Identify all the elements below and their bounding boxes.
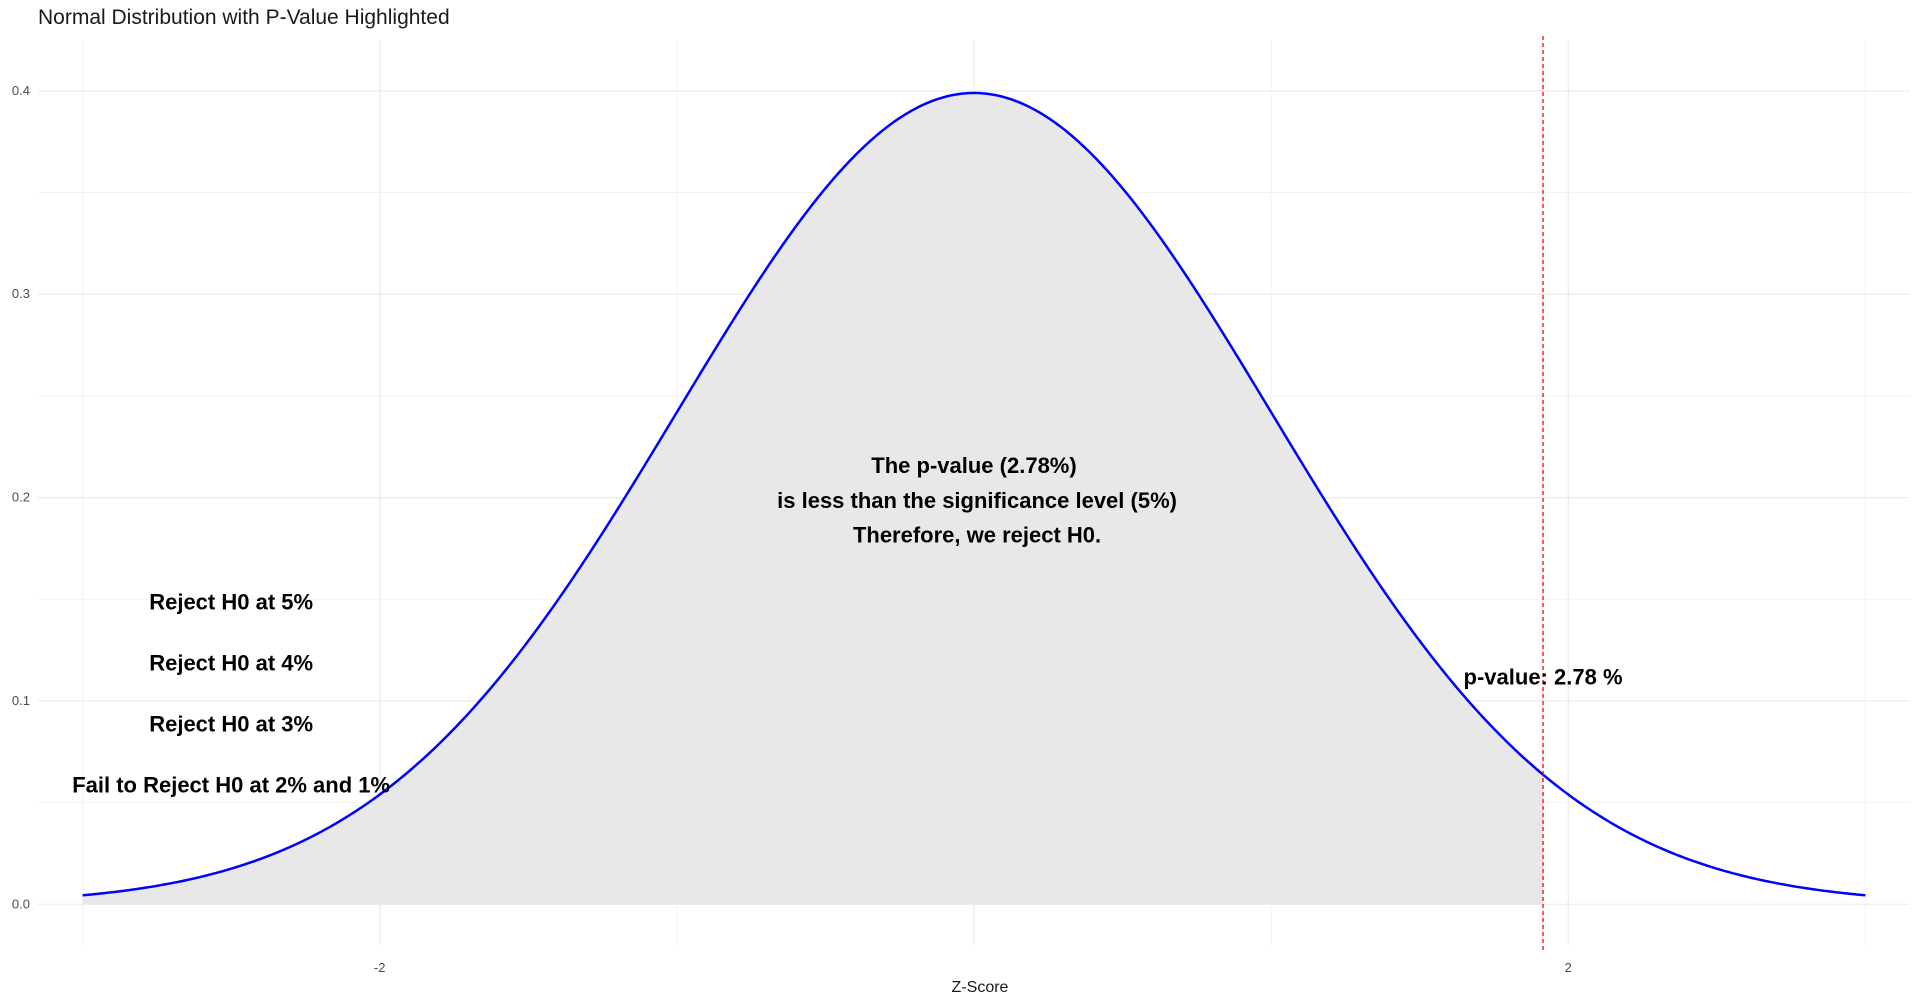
annotation-text: The p-value (2.78%) <box>871 453 1076 478</box>
chart-title: Normal Distribution with P-Value Highlig… <box>38 6 450 29</box>
y-tick-label: 0.1 <box>12 693 30 708</box>
annotations: The p-value (2.78%) is less than the sig… <box>72 453 1622 797</box>
y-tick-label: 0.4 <box>12 83 30 98</box>
x-tick-label: -2 <box>374 960 386 975</box>
x-tick-labels: -2 2 <box>374 960 1572 975</box>
y-tick-label: 0.2 <box>12 490 30 505</box>
annotation-text: Therefore, we reject H0. <box>847 522 1101 547</box>
area-layer <box>82 92 1544 905</box>
y-tick-label: 0.3 <box>12 286 30 301</box>
x-tick-label: 2 <box>1565 960 1572 975</box>
annotation-text: Reject H0 at 5% <box>149 589 313 614</box>
density-curve <box>82 91 1866 897</box>
y-tick-label: 0.0 <box>12 896 30 911</box>
annotation-text: is less than the significance level (5%) <box>771 488 1177 513</box>
x-axis-title: Z-Score <box>952 979 1009 996</box>
annotation-text: Reject H0 at 4% <box>149 650 313 675</box>
annotation-text: Fail to Reject H0 at 2% and 1% <box>72 772 390 797</box>
annotation-text: p-value: 2.78 % <box>1464 665 1623 690</box>
annotation-text: Reject H0 at 3% <box>149 711 313 736</box>
y-tick-labels: 0.0 0.1 0.2 0.3 0.4 <box>12 83 30 911</box>
shaded-area <box>82 92 1544 905</box>
curve-layer <box>82 91 1866 897</box>
